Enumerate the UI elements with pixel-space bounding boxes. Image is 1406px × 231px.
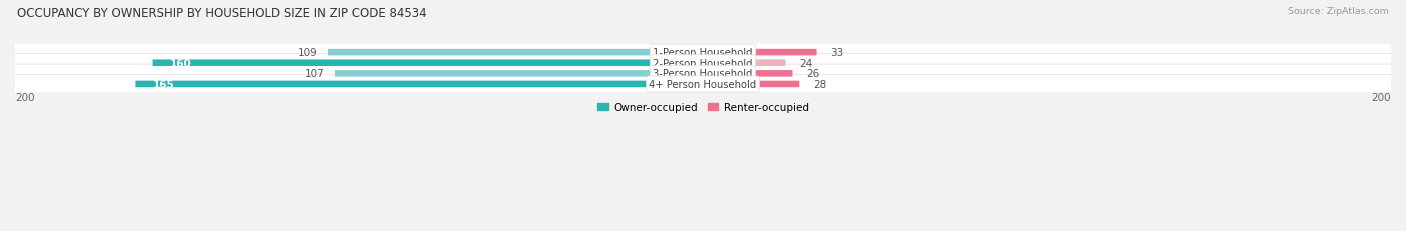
Text: 2-Person Household: 2-Person Household <box>654 58 752 68</box>
Text: 107: 107 <box>305 69 325 79</box>
FancyBboxPatch shape <box>328 50 703 56</box>
FancyBboxPatch shape <box>335 71 703 77</box>
Text: OCCUPANCY BY OWNERSHIP BY HOUSEHOLD SIZE IN ZIP CODE 84534: OCCUPANCY BY OWNERSHIP BY HOUSEHOLD SIZE… <box>17 7 426 20</box>
Text: 33: 33 <box>831 48 844 58</box>
Text: 24: 24 <box>800 58 813 68</box>
FancyBboxPatch shape <box>703 50 817 56</box>
Text: 165: 165 <box>153 80 174 90</box>
Legend: Owner-occupied, Renter-occupied: Owner-occupied, Renter-occupied <box>593 98 813 117</box>
FancyBboxPatch shape <box>703 60 786 67</box>
FancyBboxPatch shape <box>7 54 1399 73</box>
FancyBboxPatch shape <box>7 65 1399 83</box>
Text: 26: 26 <box>806 69 820 79</box>
Text: 3-Person Household: 3-Person Household <box>654 69 752 79</box>
Text: Source: ZipAtlas.com: Source: ZipAtlas.com <box>1288 7 1389 16</box>
Text: 200: 200 <box>15 92 35 102</box>
FancyBboxPatch shape <box>703 71 793 77</box>
FancyBboxPatch shape <box>703 81 800 88</box>
FancyBboxPatch shape <box>7 44 1399 62</box>
FancyBboxPatch shape <box>7 75 1399 94</box>
Text: 4+ Person Household: 4+ Person Household <box>650 80 756 90</box>
Text: 28: 28 <box>813 80 827 90</box>
Text: 160: 160 <box>170 58 191 68</box>
FancyBboxPatch shape <box>153 60 703 67</box>
Text: 1-Person Household: 1-Person Household <box>654 48 752 58</box>
Text: 109: 109 <box>298 48 318 58</box>
Text: 200: 200 <box>1371 92 1391 102</box>
FancyBboxPatch shape <box>135 81 703 88</box>
